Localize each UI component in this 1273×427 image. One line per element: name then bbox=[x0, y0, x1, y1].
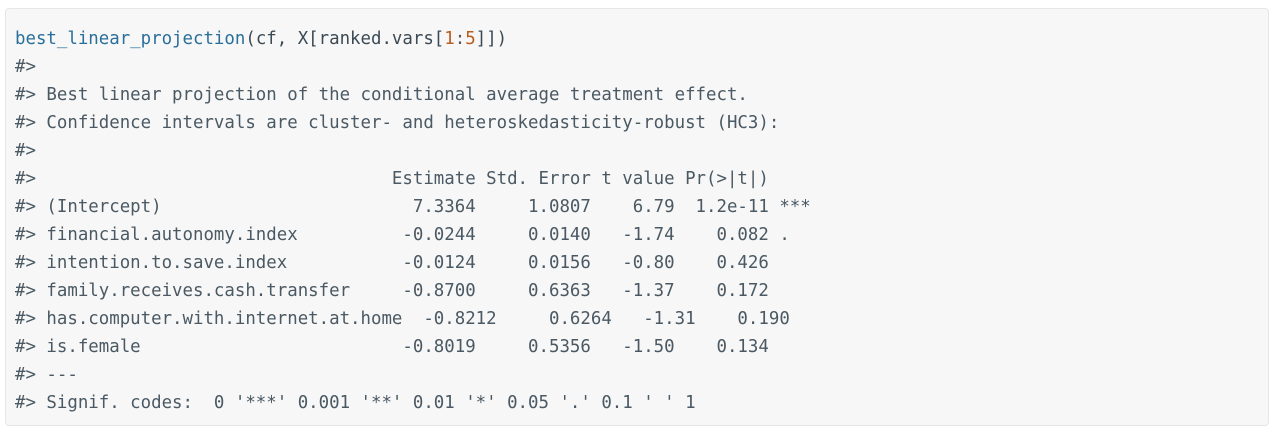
output-line: #> bbox=[15, 141, 36, 161]
output-line: #> --- bbox=[15, 365, 78, 385]
code-line: best_linear_projection(cf, X[ranked.vars… bbox=[15, 25, 1259, 53]
code-args: (cf, X[ranked.vars[ bbox=[245, 29, 445, 49]
output-line: #> bbox=[15, 57, 36, 77]
output-line: #> family.receives.cash.transfer -0.8700… bbox=[15, 281, 769, 301]
output-line: #> Confidence intervals are cluster- and… bbox=[15, 113, 780, 133]
code-block: best_linear_projection(cf, X[ranked.vars… bbox=[5, 8, 1269, 426]
output-line: #> (Intercept) 7.3364 1.0807 6.79 1.2e-1… bbox=[15, 197, 811, 217]
code-args-close: ]]) bbox=[475, 29, 508, 49]
range-separator: : bbox=[454, 29, 466, 49]
output-line: #> financial.autonomy.index -0.0244 0.01… bbox=[15, 225, 790, 245]
output-line: #> is.female -0.8019 0.5356 -1.50 0.134 bbox=[15, 337, 769, 357]
range-start: 1 bbox=[444, 29, 455, 49]
output-line: #> intention.to.save.index -0.0124 0.015… bbox=[15, 253, 769, 273]
output-line: #> has.computer.with.internet.at.home -0… bbox=[15, 309, 790, 329]
output-line: #> Signif. codes: 0 '***' 0.001 '**' 0.0… bbox=[15, 393, 696, 413]
function-name: best_linear_projection bbox=[15, 29, 246, 49]
range-end: 5 bbox=[465, 29, 476, 49]
output-line: #> Estimate Std. Error t value Pr(>|t|) bbox=[15, 169, 769, 189]
output-line: #> Best linear projection of the conditi… bbox=[15, 85, 748, 105]
